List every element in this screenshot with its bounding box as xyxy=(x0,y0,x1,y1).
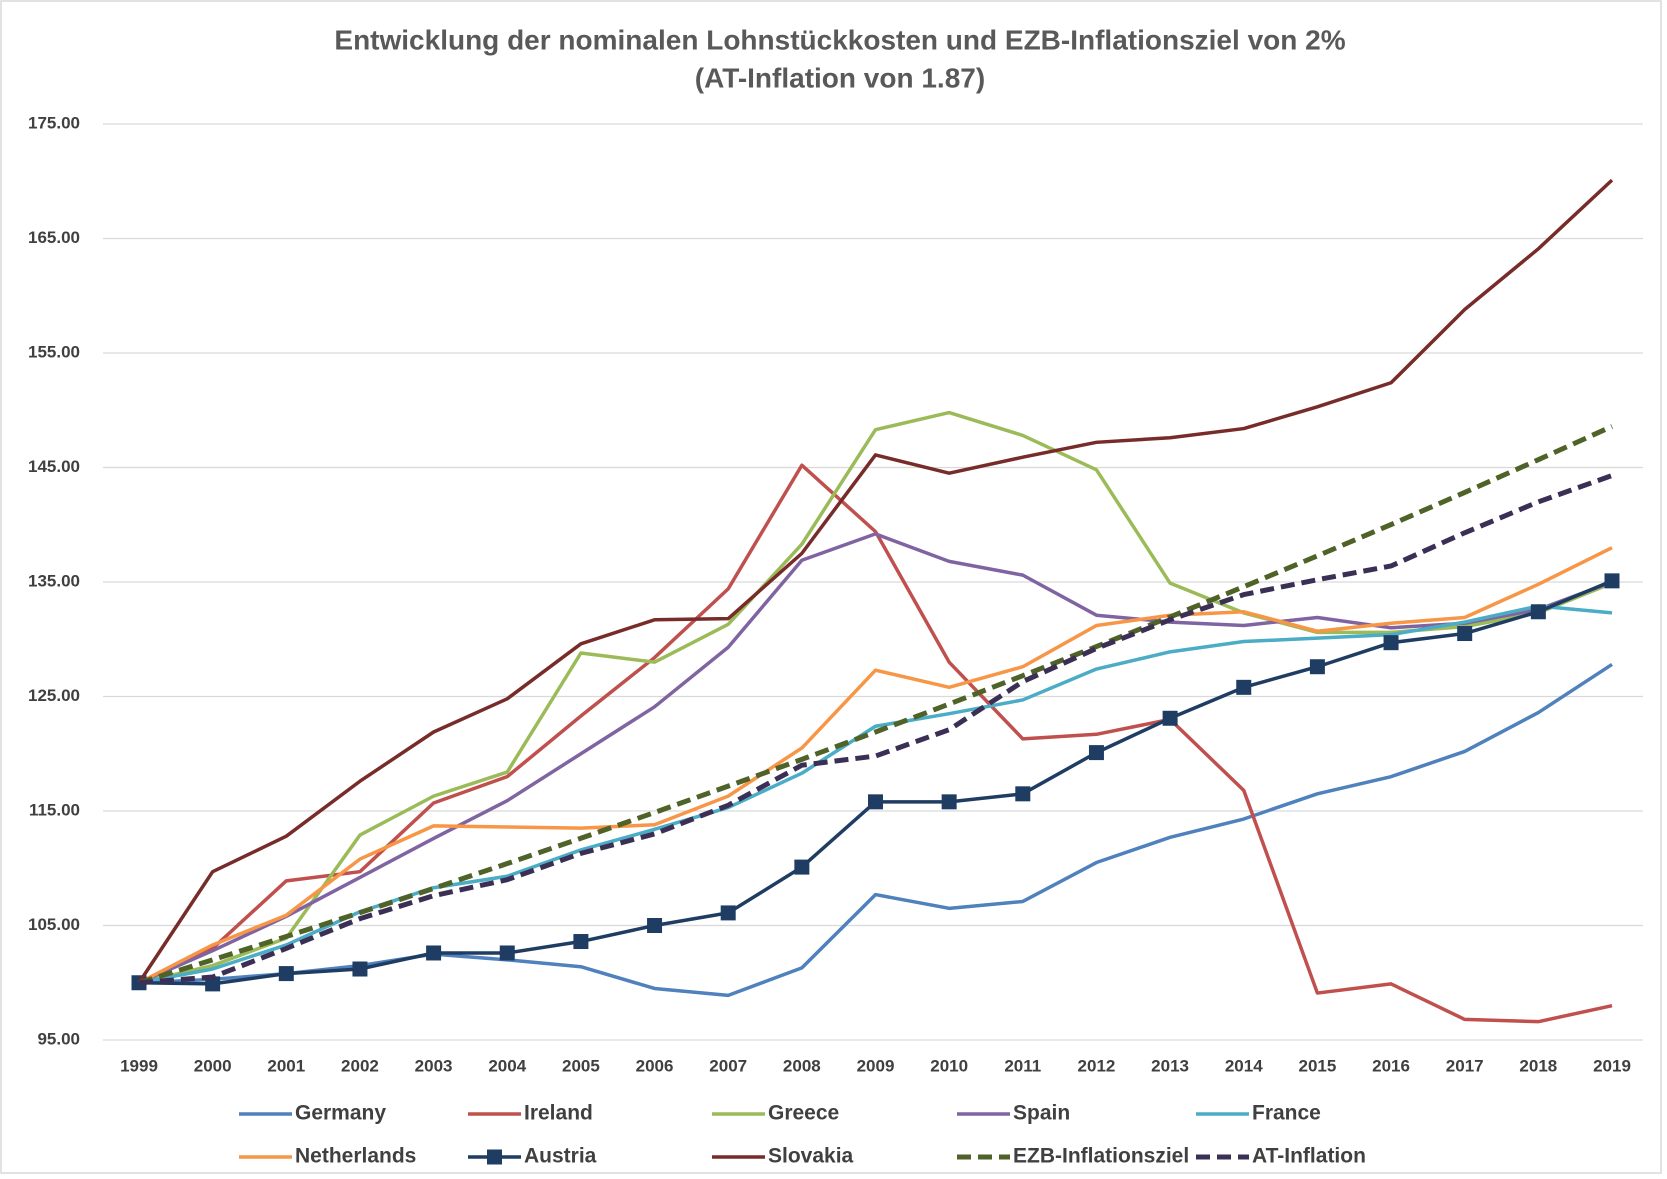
data-point xyxy=(1604,573,1620,589)
y-tick-label: 155.00 xyxy=(28,342,80,361)
x-tick-label: 2005 xyxy=(562,1056,600,1075)
x-tick-label: 2016 xyxy=(1372,1056,1410,1075)
x-tick-label: 2010 xyxy=(930,1056,968,1075)
y-tick-label: 175.00 xyxy=(28,113,80,132)
legend-label: Greece xyxy=(768,1102,839,1125)
x-tick-label: 2015 xyxy=(1298,1056,1336,1075)
series-line xyxy=(138,473,1613,986)
data-point xyxy=(205,976,221,992)
y-tick-label: 135.00 xyxy=(28,571,80,590)
series-line xyxy=(138,424,1614,986)
data-point xyxy=(941,794,957,810)
legend-label: Ireland xyxy=(524,1102,593,1125)
data-point xyxy=(278,966,294,982)
x-tick-label: 2013 xyxy=(1151,1056,1189,1075)
legend-label: France xyxy=(1252,1102,1321,1125)
data-point xyxy=(499,945,515,961)
legend-label: Germany xyxy=(295,1102,386,1125)
legend-label: Netherlands xyxy=(295,1145,416,1168)
x-tick-label: 2011 xyxy=(1004,1056,1041,1075)
data-point xyxy=(1236,679,1252,695)
x-tick-label: 2002 xyxy=(341,1056,379,1075)
data-point xyxy=(794,859,810,875)
legend-label: Austria xyxy=(524,1145,597,1168)
x-tick-label: 2012 xyxy=(1078,1056,1116,1075)
x-tick-label: 2007 xyxy=(709,1056,747,1075)
data-point xyxy=(426,945,442,961)
y-tick-label: 165.00 xyxy=(28,228,80,247)
legend-label: Spain xyxy=(1013,1102,1070,1125)
chart-subtitle: (AT-Inflation von 1.87) xyxy=(695,62,985,93)
data-point xyxy=(352,961,368,977)
series-line xyxy=(138,662,1613,998)
data-point xyxy=(1383,635,1399,651)
y-tick-label: 115.00 xyxy=(29,800,80,819)
series-line xyxy=(138,410,1613,985)
x-tick-label: 2003 xyxy=(415,1056,453,1075)
y-tick-label: 125.00 xyxy=(28,686,80,705)
x-tick-label: 2008 xyxy=(783,1056,821,1075)
legend-marker xyxy=(487,1149,502,1165)
data-point xyxy=(1015,786,1031,802)
x-tick-label: 2009 xyxy=(857,1056,895,1075)
data-point xyxy=(720,905,736,921)
y-tick-label: 95.00 xyxy=(37,1029,80,1048)
y-tick-label: 105.00 xyxy=(28,915,80,934)
legend-label: EZB-Inflationsziel xyxy=(1013,1145,1189,1168)
series-line xyxy=(137,178,1614,984)
data-point xyxy=(647,918,663,933)
data-point xyxy=(573,934,589,950)
data-point xyxy=(1457,626,1473,642)
x-tick-label: 2014 xyxy=(1225,1056,1263,1075)
x-tick-label: 2000 xyxy=(194,1056,232,1075)
series-line xyxy=(138,546,1613,985)
data-point xyxy=(868,794,883,810)
x-tick-label: 2001 xyxy=(267,1056,305,1075)
y-tick-label: 145.00 xyxy=(28,457,80,476)
x-tick-label: 2017 xyxy=(1446,1056,1484,1075)
x-tick-label: 2006 xyxy=(636,1056,674,1075)
data-point xyxy=(1530,604,1546,620)
data-point xyxy=(1088,745,1104,761)
x-tick-label: 2019 xyxy=(1593,1056,1631,1075)
legend-label: AT-Inflation xyxy=(1252,1145,1366,1168)
data-point xyxy=(1162,710,1178,726)
x-tick-label: 1999 xyxy=(120,1056,158,1075)
data-point xyxy=(1309,659,1325,675)
chart-title: Entwicklung der nominalen Lohnstückkoste… xyxy=(334,24,1345,55)
legend-label: Slovakia xyxy=(768,1145,854,1168)
x-tick-label: 2004 xyxy=(488,1056,526,1075)
x-tick-label: 2018 xyxy=(1519,1056,1557,1075)
